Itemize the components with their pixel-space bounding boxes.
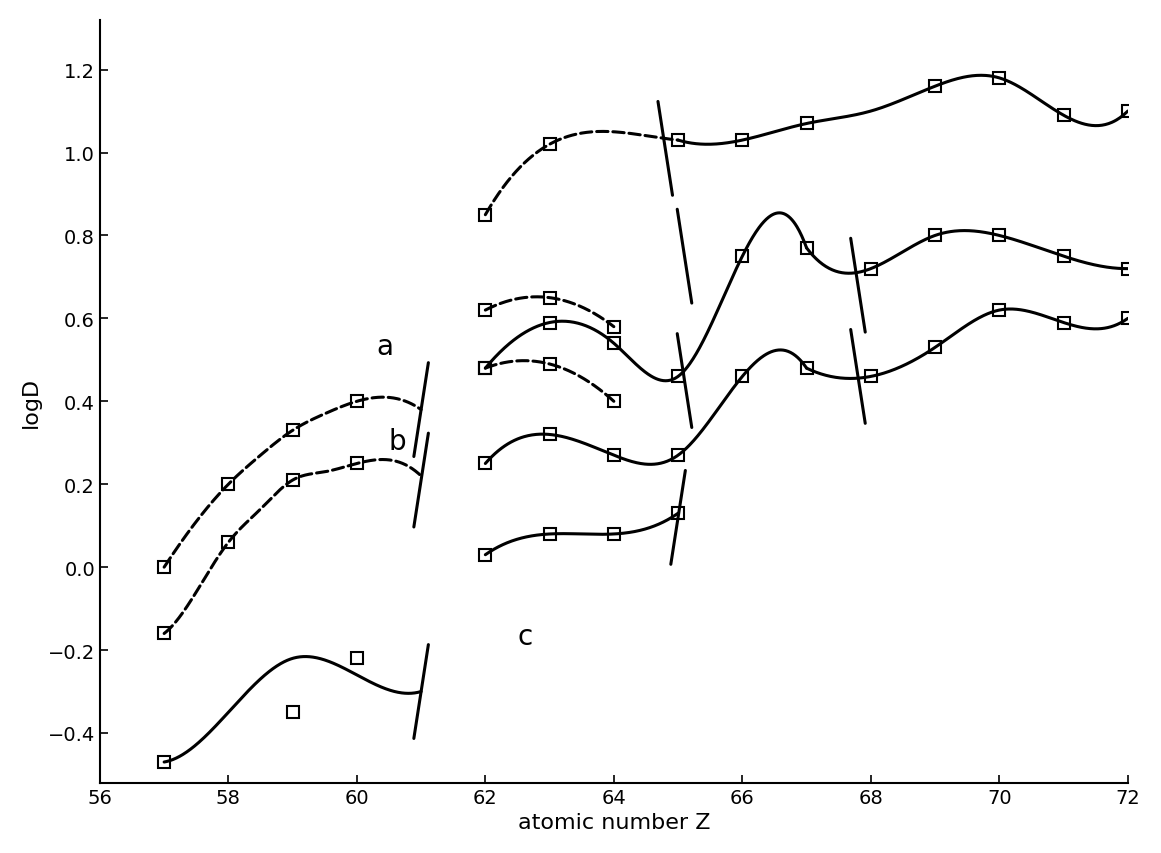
Text: c: c [518, 623, 533, 650]
X-axis label: atomic number Z: atomic number Z [518, 812, 711, 833]
Y-axis label: logD: logD [21, 376, 41, 427]
Text: b: b [389, 427, 406, 456]
Text: a: a [376, 333, 394, 361]
